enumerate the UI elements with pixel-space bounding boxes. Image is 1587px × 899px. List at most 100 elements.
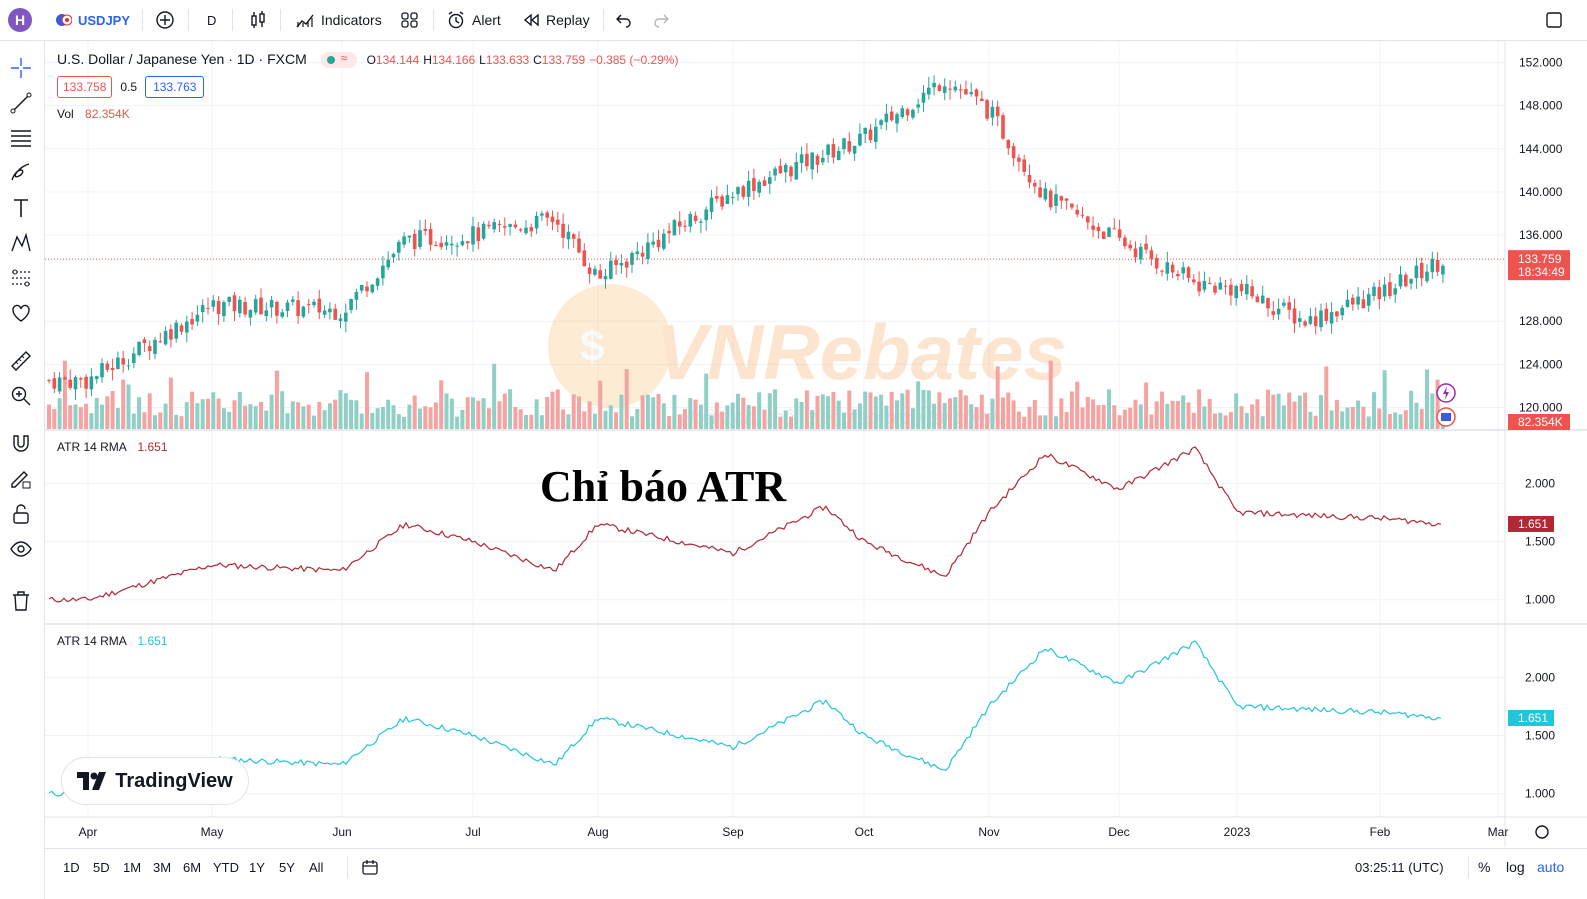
volume-bar [550, 391, 555, 429]
volume-bar [873, 396, 878, 429]
candle-body [487, 224, 491, 227]
candle-body [306, 303, 311, 305]
auto-toggle[interactable]: auto [1537, 859, 1565, 875]
volume-bar [974, 407, 979, 429]
fib-tool[interactable] [6, 123, 36, 153]
hide-tool[interactable] [6, 534, 36, 564]
range-button-5d[interactable]: 5D [93, 859, 110, 875]
volume-bar [190, 391, 195, 429]
volume-bar [285, 413, 290, 429]
candle-body [614, 259, 618, 266]
candle-body [1181, 267, 1185, 274]
legend-title: U.S. Dollar / Japanese Yen · 1D · FXCM [57, 51, 307, 67]
sell-button[interactable]: 133.758 [57, 76, 113, 98]
chart-area[interactable]: $ VNRebates Hoàn phí môi giới giao dịch … [45, 41, 1587, 847]
settings-gear-icon[interactable] [1535, 825, 1549, 839]
redo-button[interactable] [652, 0, 670, 40]
range-button-3m[interactable]: 3M [153, 859, 172, 875]
candle-body [407, 235, 412, 238]
candle-body [677, 221, 682, 227]
drawing-mode-tool[interactable] [6, 464, 36, 494]
range-button-ytd[interactable]: YTD [213, 859, 239, 875]
alert-button[interactable]: Alert [446, 0, 501, 40]
candle-body [375, 278, 380, 286]
candle-body [1192, 279, 1196, 283]
interval-button[interactable]: D [207, 12, 217, 28]
volume-bar [1435, 379, 1440, 429]
candle-body [1149, 250, 1154, 259]
candle-body [736, 187, 740, 195]
volume-bar [1138, 404, 1143, 429]
candle-body [545, 212, 549, 218]
zoom-tool[interactable] [6, 381, 36, 411]
favorites-tool[interactable] [6, 298, 36, 328]
fullscreen-button[interactable] [1544, 0, 1564, 40]
volume-bar [1244, 412, 1249, 429]
volume-bar [365, 372, 369, 429]
pattern-tool[interactable] [6, 228, 36, 258]
chart-type-button[interactable] [248, 0, 268, 40]
indicators-button[interactable]: Indicators [295, 0, 382, 40]
volume-bar [333, 399, 338, 429]
log-toggle[interactable]: log [1506, 859, 1525, 875]
lock-tool[interactable] [6, 499, 36, 529]
candle-body [958, 89, 963, 91]
volume-bar [439, 380, 444, 429]
candle-body [1404, 274, 1408, 287]
range-button-6m[interactable]: 6M [183, 859, 202, 875]
goto-date-button[interactable] [361, 849, 379, 885]
candle-body [79, 378, 83, 380]
volume-bar [1329, 410, 1334, 429]
buy-button[interactable]: 133.763 [145, 76, 205, 98]
time-tick-label: Sep [722, 825, 744, 839]
volume-legend: Vol 82.354K [57, 107, 130, 121]
candle-body [969, 92, 973, 95]
candle-body [1260, 295, 1265, 304]
volume-bar [94, 397, 99, 429]
legend-change: −0.385 (−0.29%) [589, 53, 679, 67]
volume-bar [1107, 389, 1111, 429]
candle-body [253, 299, 258, 313]
crosshair-tool[interactable] [6, 53, 36, 83]
legend-c-label: C [533, 53, 542, 67]
tradingview-logo[interactable]: TradingView [62, 758, 248, 804]
candle-body [439, 242, 443, 248]
volume-bar [121, 379, 126, 429]
volume-bar [62, 360, 67, 429]
chart-svg[interactable]: $ VNRebates Hoàn phí môi giới giao dịch … [45, 41, 1587, 847]
divider [142, 9, 143, 31]
candle-body [73, 377, 78, 390]
candle-body [1388, 282, 1392, 297]
range-button-1y[interactable]: 1Y [249, 859, 265, 875]
volume-bar [1001, 397, 1005, 429]
prediction-tool[interactable] [6, 263, 36, 293]
replay-button[interactable]: Replay [522, 0, 590, 40]
range-button-5y[interactable]: 5Y [279, 859, 295, 875]
remove-tool[interactable] [6, 586, 36, 616]
symbol-search[interactable]: USDJPY [56, 0, 130, 40]
volume-bar [667, 416, 672, 429]
range-button-1d[interactable]: 1D [63, 859, 80, 875]
range-button-all[interactable]: All [309, 859, 324, 875]
user-avatar[interactable]: H [8, 8, 32, 32]
candle-body [783, 164, 788, 173]
measure-tool[interactable] [6, 346, 36, 376]
volume-bar [1191, 412, 1196, 429]
magnet-tool[interactable] [6, 429, 36, 459]
undo-button[interactable] [615, 0, 633, 40]
price-tick-label: 136.000 [1519, 228, 1563, 242]
candle-body [1075, 209, 1079, 215]
trendline-tool[interactable] [6, 88, 36, 118]
range-button-1m[interactable]: 1M [123, 859, 142, 875]
candle-body [794, 162, 799, 180]
spread-value: 0.5 [120, 80, 138, 94]
percent-toggle[interactable]: % [1478, 859, 1491, 875]
brush-tool[interactable] [6, 158, 36, 188]
layouts-button[interactable] [400, 0, 420, 40]
volume-badge [1508, 414, 1570, 430]
volume-bar [1372, 392, 1376, 429]
candle-body [381, 265, 385, 279]
time-zone-clock[interactable]: 03:25:11 (UTC) [1355, 859, 1444, 875]
text-tool[interactable] [6, 193, 36, 223]
compare-symbol-button[interactable] [155, 0, 175, 40]
